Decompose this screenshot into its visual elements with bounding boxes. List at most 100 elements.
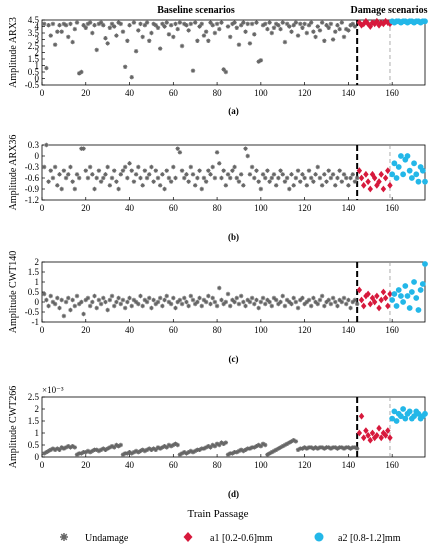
undamage-point bbox=[140, 447, 145, 452]
undamage-point bbox=[326, 168, 331, 173]
a2-point bbox=[400, 299, 407, 305]
plot-frame bbox=[41, 144, 426, 201]
undamage-point bbox=[44, 450, 49, 455]
undamage-point bbox=[210, 164, 215, 170]
undamage-point bbox=[90, 172, 95, 177]
undamage-point bbox=[179, 451, 185, 456]
undamage-point bbox=[256, 305, 261, 311]
undamage-point bbox=[328, 175, 334, 181]
a1-point bbox=[385, 19, 391, 26]
undamage-point bbox=[197, 447, 202, 452]
y-tick-label: 1 bbox=[35, 428, 40, 438]
undamage-point bbox=[317, 297, 323, 303]
y-tick-label: 0.5 bbox=[28, 440, 40, 450]
panel-caption: (c) bbox=[229, 354, 239, 364]
undamage-point bbox=[157, 46, 163, 51]
undamage-point bbox=[313, 445, 318, 450]
undamage-point bbox=[267, 451, 272, 456]
a2-point bbox=[400, 171, 407, 178]
y-tick-label: 1.5 bbox=[28, 54, 40, 64]
undamage-point bbox=[298, 297, 303, 303]
undamage-point bbox=[206, 444, 211, 449]
a2-point bbox=[393, 418, 400, 424]
y-tick-label: 2.5 bbox=[28, 41, 40, 51]
x-tick-label: 20 bbox=[81, 203, 91, 213]
undamage-point bbox=[129, 303, 134, 309]
a2-point bbox=[400, 406, 407, 412]
undamage-point bbox=[179, 301, 185, 307]
x-tick-label: 0 bbox=[40, 203, 45, 213]
a1-point bbox=[367, 436, 374, 444]
undamage-point bbox=[138, 293, 143, 299]
undamage-point bbox=[203, 445, 209, 450]
undamage-point bbox=[295, 447, 301, 452]
undamage-point bbox=[175, 146, 180, 151]
undamage-point bbox=[322, 446, 327, 451]
a1-point bbox=[365, 432, 371, 439]
undamage-point bbox=[107, 183, 113, 188]
a2-point bbox=[406, 167, 413, 174]
a2-point bbox=[406, 305, 413, 311]
undamage-point bbox=[276, 446, 281, 451]
undamage-point bbox=[59, 29, 64, 34]
undamage-point bbox=[217, 26, 222, 32]
undamage-point bbox=[109, 21, 115, 27]
undamage-point bbox=[155, 25, 161, 30]
undamage-point bbox=[346, 445, 351, 450]
undamage-point bbox=[101, 446, 106, 451]
undamage-point bbox=[352, 445, 358, 450]
undamage-point bbox=[304, 30, 310, 36]
undamage-point bbox=[63, 299, 69, 305]
a1-point bbox=[385, 302, 391, 310]
undamage-point bbox=[350, 21, 355, 27]
undamage-point bbox=[114, 33, 119, 38]
undamage-point bbox=[203, 299, 209, 305]
undamage-point bbox=[199, 21, 204, 27]
undamage-point bbox=[179, 43, 185, 49]
undamage-point bbox=[160, 172, 165, 177]
undamage-point bbox=[184, 23, 189, 28]
undamage-point bbox=[160, 303, 165, 309]
undamage-point bbox=[166, 175, 172, 181]
undamage-point bbox=[50, 299, 56, 305]
x-tick-label: 40 bbox=[125, 460, 135, 470]
panel-caption: (b) bbox=[228, 232, 239, 242]
undamage-point bbox=[168, 444, 174, 449]
undamage-point bbox=[72, 186, 78, 192]
a1-point bbox=[371, 174, 378, 182]
undamage-point bbox=[114, 442, 119, 448]
undamage-point bbox=[52, 42, 58, 47]
undamage-point bbox=[339, 179, 345, 184]
undamage-point bbox=[142, 23, 148, 28]
legend-marker-a2 bbox=[314, 532, 324, 542]
undamage-point bbox=[90, 30, 95, 36]
undamage-point bbox=[109, 444, 115, 449]
undamage-point bbox=[335, 175, 340, 181]
undamage-point bbox=[77, 301, 82, 307]
undamage-point bbox=[168, 23, 174, 28]
undamage-point bbox=[241, 20, 246, 25]
undamage-point bbox=[326, 25, 331, 30]
undamage-point bbox=[280, 172, 285, 177]
y-tick-label: 2.5 bbox=[28, 392, 40, 402]
a1-point bbox=[367, 300, 374, 308]
x-tick-label: 120 bbox=[298, 460, 312, 470]
undamage-point bbox=[269, 450, 274, 455]
undamage-point bbox=[234, 175, 239, 181]
a1-point bbox=[382, 432, 389, 439]
undamage-point bbox=[61, 446, 67, 451]
a2-point bbox=[408, 289, 415, 295]
undamage-point bbox=[74, 452, 80, 457]
undamage-point bbox=[66, 295, 71, 301]
undamage-point bbox=[85, 21, 91, 27]
undamage-point bbox=[258, 444, 264, 449]
undamage-point bbox=[162, 297, 167, 303]
y-tick-label: 4 bbox=[35, 22, 40, 32]
undamage-point bbox=[319, 20, 325, 25]
undamage-point bbox=[352, 297, 358, 303]
undamage-point bbox=[133, 172, 139, 177]
undamage-point bbox=[74, 20, 80, 25]
undamage-point bbox=[317, 175, 323, 181]
undamage-point bbox=[171, 164, 176, 170]
undamage-point bbox=[114, 179, 119, 184]
